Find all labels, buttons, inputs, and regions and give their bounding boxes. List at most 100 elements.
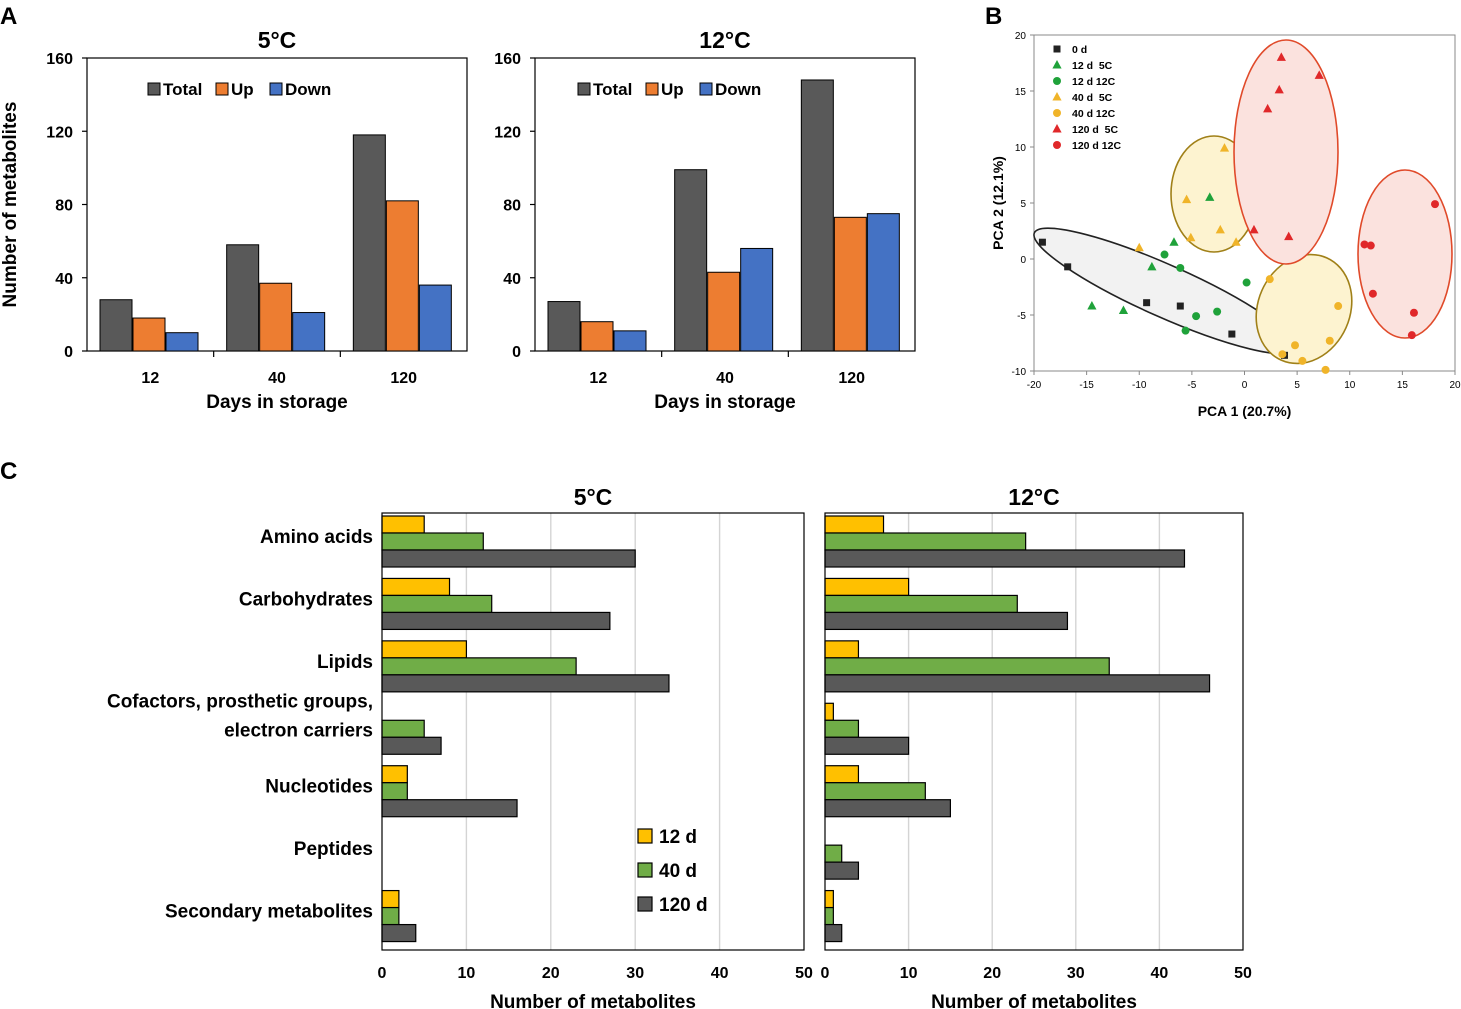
point-120-d-5c-5 <box>1314 70 1324 79</box>
legend-swatch-12-d <box>637 828 653 844</box>
y-axis-title: PCA 2 (12.1%) <box>990 156 1006 250</box>
chart-title: 5°C <box>574 484 613 510</box>
chart-panel-c-5c: 5°C 0 10 20 30 40 50 Amino acids Carbohydrates Li… <box>107 484 813 1009</box>
bar-40-d-nucleotides <box>824 782 926 801</box>
bar-12-d-amino-acids <box>381 515 425 534</box>
point-12-d-5c-3 <box>1169 237 1179 246</box>
x-tick-label: 5 <box>1294 380 1300 391</box>
point-0-d-3 <box>1176 302 1184 310</box>
bar-120-d-peptides <box>824 861 860 880</box>
bar-12-d-nucleotides <box>381 765 408 784</box>
y-tick-label: 80 <box>503 198 521 215</box>
point-12-d-12c-2 <box>1181 326 1190 335</box>
legend-swatch-up <box>645 82 659 96</box>
point-40-d-12c-1 <box>1278 350 1287 359</box>
x-tick-label: 15 <box>1397 380 1409 391</box>
bar-total-120 <box>352 134 386 352</box>
bar-12-d-lipids <box>824 640 860 659</box>
chart-panel-a-12c: 12°C 0 40 80 120 160 12 40 120 Days in storage Tot… <box>494 27 916 413</box>
legend-label-0-d: 0 d <box>1072 44 1087 56</box>
x-tick-label: 120 <box>390 370 417 387</box>
bar-120-d-secondary-metabolites <box>824 923 843 943</box>
x-axis-title: Number of metabolites <box>490 992 696 1009</box>
point-120-d-5c-4 <box>1284 231 1294 241</box>
chart-panel-a-5c: 5°C 0 40 80 120 160 12 40 120 Days in storage Numb… <box>0 27 468 413</box>
legend-swatch-down <box>699 82 713 96</box>
x-tick-label: 120 <box>838 370 865 387</box>
bar-down-40 <box>740 247 774 352</box>
point-12-d-12c-3 <box>1192 312 1201 321</box>
y-tick-label: -10 <box>1012 367 1027 378</box>
bar-120-d-amino-acids <box>381 549 636 568</box>
bar-up-120 <box>833 216 867 352</box>
point-40-d-5c-3 <box>1215 224 1225 234</box>
x-tick-label: -10 <box>1132 380 1147 391</box>
x-tick-label: 10 <box>458 965 476 982</box>
bar-120-d-lipids <box>824 674 1211 693</box>
legend-swatch-total <box>147 82 161 96</box>
x-tick-label: 10 <box>1344 380 1356 391</box>
legend-swatch-total <box>577 82 591 96</box>
category-label-cofactors-prosthetic-groups-electron-carriers-line2: electron carriers <box>224 720 373 741</box>
legend-marker-40-d-5c <box>1052 92 1062 101</box>
y-tick-label: 160 <box>494 51 521 68</box>
category-label-nucleotides: Nucleotides <box>265 777 373 798</box>
bar-12-d-secondary-metabolites <box>824 889 834 909</box>
bar-12-d-secondary-metabolites <box>381 889 400 909</box>
chart-title: 12°C <box>699 27 750 53</box>
ellipse-120d-5c <box>1233 39 1339 265</box>
legend-swatch-up <box>215 82 229 96</box>
x-tick-label: 50 <box>795 965 813 982</box>
y-tick-label: 120 <box>494 124 521 141</box>
bar-down-120 <box>866 213 900 352</box>
point-40-d-5c-5 <box>1231 237 1241 246</box>
x-tick-label: 12 <box>589 370 607 387</box>
panel-label-b: B <box>985 3 1002 30</box>
legend-label-12-d: 12 d <box>659 827 697 848</box>
point-12-d-12c-0 <box>1160 250 1169 259</box>
legend-marker-120-d-12c <box>1053 141 1061 149</box>
point-120-d-12c-5 <box>1431 200 1440 209</box>
point-40-d-12c-0 <box>1265 275 1274 284</box>
x-tick-label: 0 <box>1242 380 1248 391</box>
legend-label-40-d-12c: 40 d 12C <box>1072 108 1116 120</box>
bar-40-d-amino-acids <box>824 532 1027 551</box>
bar-40-d-cofactors-prosthetic-groups-electron-carriers <box>824 719 860 738</box>
point-120-d-12c-2 <box>1368 289 1377 298</box>
y-tick-label: 0 <box>512 344 521 361</box>
y-tick-label: 0 <box>1020 255 1026 266</box>
bar-40-d-carbohydrates <box>824 594 1018 614</box>
bar-120-d-cofactors-prosthetic-groups-electron-carriers <box>381 736 442 755</box>
x-axis-title: Days in storage <box>654 392 796 413</box>
bar-total-40 <box>226 244 260 352</box>
bar-12-d-carbohydrates <box>824 577 910 597</box>
point-120-d-12c-4 <box>1409 308 1418 317</box>
bar-down-12 <box>613 330 647 352</box>
point-120-d-5c-3 <box>1276 52 1286 61</box>
legend-label-120-d-5c: 120 d 5C <box>1072 124 1119 136</box>
y-tick-label: 120 <box>46 124 73 141</box>
x-tick-label: 30 <box>1067 965 1085 982</box>
point-40-d-12c-2 <box>1291 341 1300 350</box>
point-40-d-12c-3 <box>1298 356 1307 365</box>
legend-label-up: Up <box>231 80 254 99</box>
x-tick-label: 12 <box>141 370 159 387</box>
x-tick-label: 30 <box>626 965 644 982</box>
bar-40-d-peptides <box>824 844 843 863</box>
bar-down-120 <box>418 284 452 352</box>
ellipse-40d-12c <box>1255 253 1353 365</box>
bar-up-12 <box>580 321 614 352</box>
bar-40-d-nucleotides <box>381 782 408 801</box>
point-40-d-5c-4 <box>1219 143 1230 152</box>
bar-120-d-nucleotides <box>381 799 518 818</box>
point-120-d-12c-0 <box>1360 240 1369 249</box>
legend-marker-12-d-5c <box>1052 60 1062 69</box>
bar-total-12 <box>99 299 133 352</box>
legend-marker-120-d-5c <box>1052 124 1062 133</box>
legend-label-total: Total <box>163 80 202 99</box>
category-label-lipids: Lipids <box>317 652 373 673</box>
bar-120-d-carbohydrates <box>824 611 1069 631</box>
x-axis-title: Number of metabolites <box>931 992 1137 1009</box>
x-tick-label: 10 <box>900 965 918 982</box>
x-tick-label: 50 <box>1234 965 1252 982</box>
